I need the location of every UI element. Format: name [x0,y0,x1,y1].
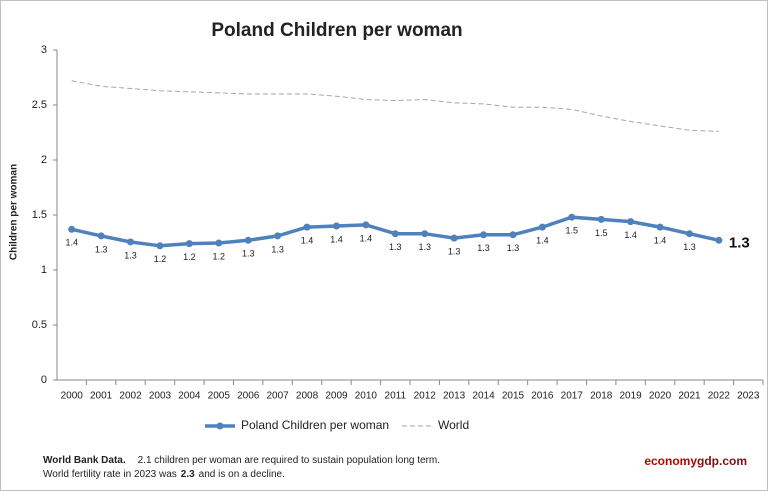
x-tick-label: 2021 [678,391,701,402]
data-label: 1.4 [360,233,373,243]
y-tick-label: 0 [41,374,47,386]
data-label: 1.4 [330,234,343,244]
footnote-part: and is on a decline. [199,469,285,480]
point [421,230,429,238]
y-tick-label: 0.5 [32,319,47,331]
data-label: 1.3 [418,242,431,252]
point [97,232,105,240]
data-label: 1.3 [683,242,696,252]
x-tick-label: 2012 [414,391,437,402]
x-tick-label: 2006 [237,391,260,402]
point [127,238,135,246]
footnote-part: World Bank Data. [43,455,126,466]
point [685,230,693,238]
point [391,230,399,238]
x-tick-label: 2019 [620,391,643,402]
chart-title: Poland Children per woman [211,20,462,41]
y-tick-label: 3 [41,44,47,56]
x-tick-label: 2011 [385,391,407,402]
point [715,236,723,244]
point [244,236,252,244]
point [332,222,340,230]
y-tick-label: 1.5 [32,209,47,221]
x-tick-label: 2015 [502,391,525,402]
data-label: 1.4 [654,235,667,245]
x-tick-label: 2010 [355,391,378,402]
data-label: 1.4 [301,235,314,245]
point [215,239,223,247]
x-tick-label: 2023 [737,391,760,402]
data-label: 1.3 [95,244,108,254]
data-label: 1.4 [536,235,549,245]
data-label: 1.3 [271,244,284,254]
x-tick-label: 2004 [178,391,201,402]
x-tick-label: 2000 [61,391,84,402]
point [509,231,517,239]
data-label: 1.3 [448,246,461,256]
x-tick-label: 2018 [590,391,613,402]
data-label: 1.3 [124,250,137,260]
legend-marker [216,422,224,430]
data-label: 1.5 [566,226,579,236]
point [274,232,282,240]
data-label: 1.3 [389,242,402,252]
point [156,242,164,250]
brand: economygdp.com [644,454,747,468]
point [450,234,458,242]
footnote: World fertility rate in 2023 was 2.3 and i… [43,469,285,480]
point [303,223,311,231]
footnote-part: 2.1 children per woman are required to s… [138,455,440,466]
point [627,218,635,226]
x-tick-label: 2017 [561,391,584,402]
footnote-part: 2.3 [181,469,195,480]
x-tick-label: 2005 [208,391,231,402]
data-label: 1.4 [65,238,78,248]
x-tick-label: 2014 [472,391,495,402]
y-tick-label: 2.5 [32,99,47,111]
legend-label: Poland Children per woman [241,418,389,432]
point [362,221,370,229]
data-label: 1.2 [213,251,226,261]
point [538,223,546,231]
brand-part: gdp.com [697,454,747,468]
x-tick-label: 2003 [149,391,172,402]
data-label: 1.2 [183,252,196,262]
x-tick-label: 2007 [267,391,290,402]
data-label: 1.3 [477,243,490,253]
x-tick-label: 2022 [708,391,731,402]
dashed-line [71,80,719,132]
data-label: 1.3 [507,243,520,253]
point [656,223,664,231]
footnote-part: World fertility rate in 2023 was [43,469,177,480]
footnote: World Bank Data. 2.1 children per woman a… [43,455,440,466]
point [185,240,193,248]
point [68,225,76,233]
x-tick-label: 2016 [531,391,554,402]
data-label: 1.3 [242,249,255,259]
point [480,231,488,239]
x-tick-label: 2013 [443,391,466,402]
x-tick-label: 2009 [325,391,348,402]
legend-label: World [438,418,469,432]
data-label: 1.3 [729,234,750,251]
brand-part: economy [644,454,697,468]
data-label: 1.5 [595,228,608,238]
y-tick-label: 1 [41,264,47,276]
point [568,213,576,221]
y-axis-label: Children per woman [9,164,20,260]
x-tick-label: 2001 [90,391,113,402]
data-label: 1.2 [154,254,167,264]
y-tick-label: 2 [41,154,47,166]
data-label: 1.4 [624,230,637,240]
x-tick-label: 2020 [649,391,672,402]
point [597,215,605,223]
x-tick-label: 2008 [296,391,319,402]
x-tick-label: 2002 [119,391,142,402]
